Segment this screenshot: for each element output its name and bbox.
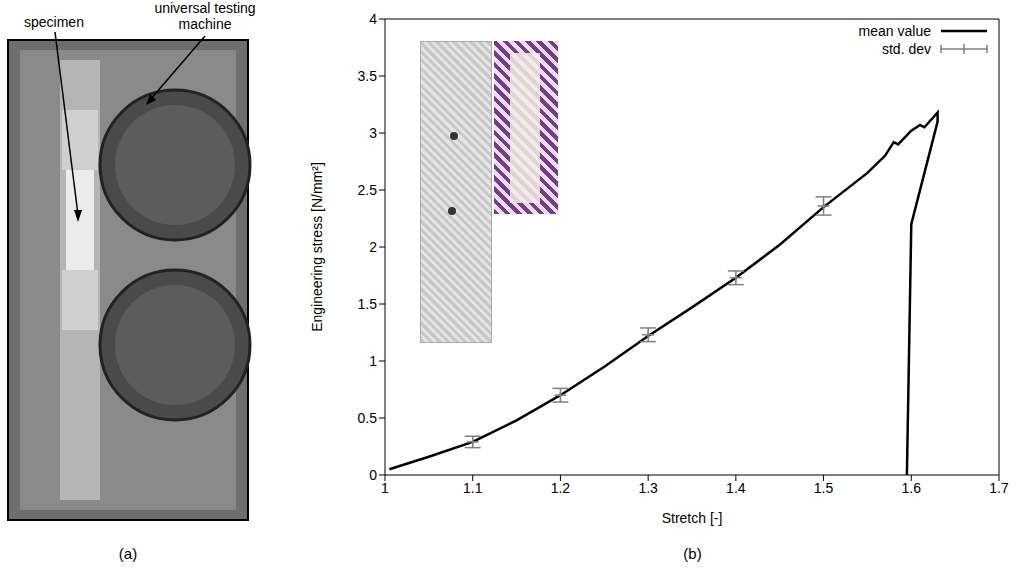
svg-text:1.1: 1.1: [463, 480, 483, 496]
svg-text:1.6: 1.6: [902, 480, 922, 496]
svg-text:1.3: 1.3: [638, 480, 658, 496]
svg-text:1: 1: [381, 480, 389, 496]
svg-text:1.5: 1.5: [814, 480, 834, 496]
html-text:(a): (a): [118, 545, 138, 562]
svg-text:0: 0: [369, 467, 377, 483]
html-text:std. dev: std. dev: [882, 41, 931, 57]
svg-text:1.7: 1.7: [989, 480, 1009, 496]
svg-text:2: 2: [369, 239, 377, 255]
html-text:mean value: mean value: [858, 23, 931, 39]
svg-text:3: 3: [369, 125, 377, 141]
html-text:(b): (b): [683, 545, 702, 562]
svg-text:2.5: 2.5: [358, 182, 378, 198]
svg-text:0.5: 0.5: [358, 410, 378, 426]
svg-text:4: 4: [369, 11, 377, 27]
svg-text:1.2: 1.2: [551, 480, 571, 496]
svg-text:1.4: 1.4: [726, 480, 746, 496]
svg-text:3.5: 3.5: [358, 68, 378, 84]
svg-text:1.5: 1.5: [358, 296, 378, 312]
html-text:universal testing machine: universal testing machine: [154, 0, 256, 32]
svg-text:1: 1: [369, 353, 377, 369]
svg-text:Stretch [-]: Stretch [-]: [662, 510, 723, 526]
svg-text:Engineering stress [N/mm²]: Engineering stress [N/mm²]: [310, 162, 325, 332]
html-text:specimen: specimen: [24, 14, 84, 30]
